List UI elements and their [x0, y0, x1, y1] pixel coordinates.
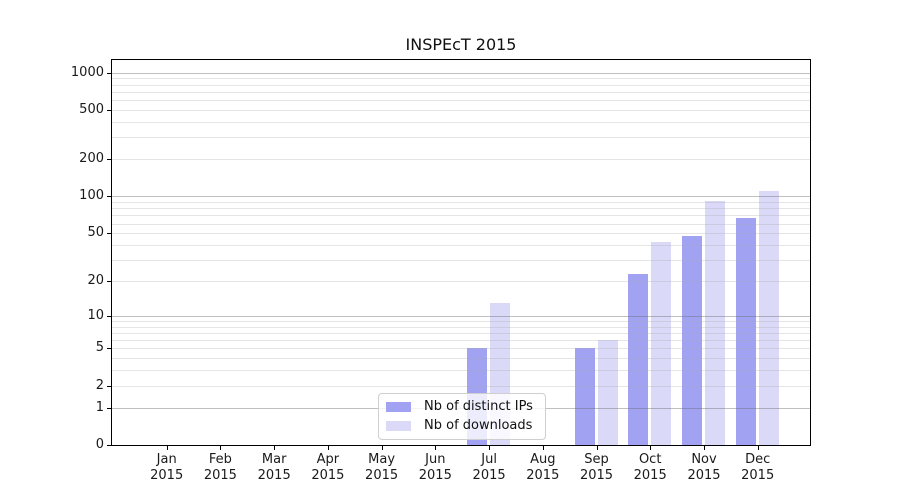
legend-label: Nb of distinct IPs	[424, 399, 533, 414]
y-tick-label: 2	[95, 377, 104, 393]
y-tick-mark	[107, 315, 112, 317]
x-tick-label: Dec 2015	[741, 452, 775, 483]
y-tick-label: 20	[87, 272, 104, 288]
y-tick-mark	[107, 407, 112, 409]
bar-nb-of-distinct-ips-nov	[682, 236, 702, 445]
y-tick-label: 1000	[70, 64, 104, 80]
x-tick-label: Oct 2015	[633, 452, 667, 483]
y-tick-label: 100	[79, 188, 104, 204]
gridline-minor	[112, 110, 810, 111]
gridline-minor	[112, 100, 810, 102]
gridline-minor	[112, 340, 810, 342]
gridline-minor	[112, 78, 810, 80]
x-tick-mark	[757, 445, 759, 450]
gridline-minor	[112, 91, 810, 93]
grid-layer	[112, 60, 810, 445]
x-tick-mark	[274, 445, 276, 450]
bar-nb-of-downloads-dec	[758, 191, 779, 445]
y-tick-label: 5	[95, 340, 104, 356]
gridline-minor	[112, 385, 810, 387]
x-tick-label: Sep 2015	[579, 452, 614, 483]
y-tick-mark	[107, 348, 112, 350]
bar-nb-of-downloads-nov	[705, 200, 725, 445]
gridline-minor	[112, 84, 810, 86]
x-tick-mark	[327, 445, 329, 450]
x-tick-mark	[704, 445, 705, 450]
gridline-minor	[112, 348, 810, 350]
y-tick-label: 1	[95, 399, 104, 415]
gridline-minor	[112, 320, 810, 322]
gridline-minor	[112, 159, 810, 161]
gridline-minor	[112, 326, 810, 328]
y-tick-label: 10	[87, 307, 104, 323]
x-tick-mark	[596, 445, 598, 450]
bar-nb-of-distinct-ips-sep	[574, 348, 595, 445]
x-tick-label: Nov 2015	[687, 452, 721, 483]
x-tick-label: Jan 2015	[150, 452, 184, 483]
y-tick-label: 200	[79, 151, 104, 167]
y-tick-mark	[107, 280, 112, 282]
legend-entry-nb-of-distinct-ips: Nb of distinct IPs	[386, 399, 533, 414]
y-tick-label: 50	[87, 225, 104, 241]
x-tick-mark	[542, 445, 544, 450]
y-tick-mark	[107, 196, 112, 198]
gridline-minor	[112, 137, 810, 139]
x-tick-label: Jun 2015	[418, 452, 452, 483]
legend-label: Nb of downloads	[424, 418, 533, 433]
x-tick-mark	[650, 445, 652, 450]
x-tick-label: Apr 2015	[311, 452, 345, 483]
y-tick-label: 0	[95, 437, 104, 452]
gridline-minor	[112, 208, 810, 210]
gridline-minor	[112, 201, 810, 203]
y-tick-mark	[107, 233, 112, 235]
bar-nb-of-distinct-ips-dec	[735, 217, 756, 445]
bar-nb-of-downloads-sep	[597, 340, 618, 445]
gridline-major	[112, 72, 810, 74]
gridline-minor	[112, 215, 810, 217]
y-tick-label: 500	[79, 102, 104, 117]
gridline-major	[112, 315, 810, 317]
gridline-minor	[112, 332, 810, 334]
y-tick-mark	[107, 110, 112, 111]
legend-entry-nb-of-downloads: Nb of downloads	[386, 418, 533, 433]
plot-area	[111, 59, 811, 446]
x-tick-mark	[381, 445, 383, 450]
legend-swatch-nb-of-distinct-ips	[386, 401, 411, 412]
gridline-minor	[112, 259, 810, 261]
gridline-minor	[112, 122, 810, 123]
x-tick-mark	[166, 445, 168, 450]
x-tick-mark	[435, 445, 437, 450]
y-tick-mark	[107, 445, 112, 446]
gridline-minor	[112, 358, 810, 360]
bar-nb-of-distinct-ips-oct	[628, 273, 649, 445]
bars-layer	[112, 60, 810, 445]
gridline-major	[112, 196, 810, 198]
y-tick-mark	[107, 159, 112, 161]
x-tick-label: Aug 2015	[526, 452, 560, 483]
y-tick-mark	[107, 72, 112, 74]
chart-title: INSPEcT 2015	[405, 35, 517, 54]
gridline-minor	[112, 370, 810, 372]
gridline-minor	[112, 233, 810, 235]
gridline-minor	[112, 280, 810, 282]
x-tick-label: Feb 2015	[203, 452, 237, 483]
y-tick-mark	[107, 385, 112, 387]
x-tick-label: Mar 2015	[257, 452, 291, 483]
x-tick-label: May 2015	[365, 452, 399, 483]
x-tick-mark	[489, 445, 491, 450]
gridline-minor	[112, 244, 810, 246]
legend: Nb of distinct IPs Nb of downloads	[378, 393, 546, 440]
x-tick-label: Jul 2015	[472, 452, 506, 483]
bar-nb-of-downloads-oct	[651, 242, 672, 445]
x-tick-mark	[220, 445, 222, 450]
gridline-minor	[112, 223, 810, 225]
legend-swatch-nb-of-downloads	[386, 420, 411, 431]
